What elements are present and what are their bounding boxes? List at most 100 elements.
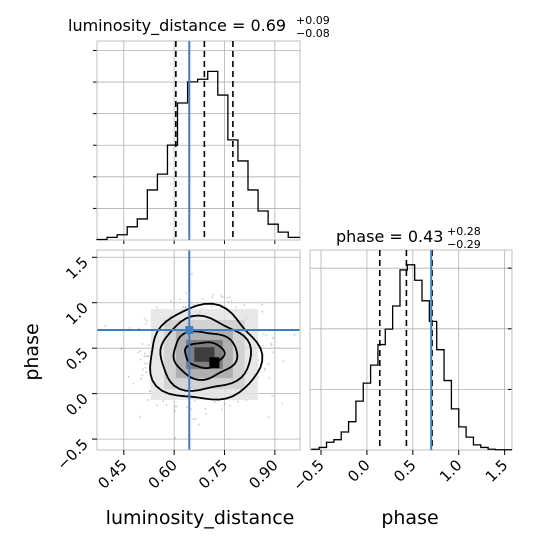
tick-label-luminosity-0: 0.45 [94,456,130,492]
sample-point [162,399,165,402]
sample-point [143,362,146,365]
sample-point [227,300,230,303]
sample-point [139,350,142,353]
histogram-panel-phase: −0.5 0.0 0.5 1.0 1.5 [289,249,513,495]
tick-label-phase-y-1: 0.0 [62,390,92,420]
tick-label-phase-x-1: 0.0 [344,456,374,486]
sample-point [143,352,146,355]
ylabel-phase: phase [21,323,43,380]
sample-point [147,355,150,358]
xlabel-luminosity-distance: luminosity_distance [106,507,295,529]
sample-point [196,301,199,304]
sample-point [174,405,177,408]
title-luminosity-distance-minus: −0.08 [296,27,330,40]
sample-point [155,404,158,407]
sample-point [144,322,147,325]
contour-2 [159,314,252,392]
sample-point [190,408,193,411]
sample-point [263,367,266,370]
sample-point [267,363,270,366]
sample-point [282,360,285,363]
sample-point [146,355,149,358]
sample-point [104,325,107,328]
sample-point [127,375,130,378]
sample-point [137,327,140,330]
sample-point [141,343,144,346]
sample-point [143,317,146,320]
sample-point [220,294,223,297]
sample-point [211,296,214,299]
tick-label-phase-y-4: 1.5 [62,253,92,283]
sample-point [235,306,238,309]
sample-point [205,412,208,415]
sample-point [272,337,275,340]
sample-point [228,296,231,299]
title-luminosity-distance-plus: +0.09 [296,14,330,27]
sample-point [267,416,270,419]
sample-point [210,305,213,308]
title-phase-plus: +0.28 [447,225,481,238]
sample-point [155,306,158,309]
tick-label-phase-x-2: 0.5 [390,456,420,486]
contour-1 [172,330,239,381]
sample-point [186,405,189,408]
sample-point [261,303,264,306]
sample-point [128,326,131,329]
sample-point [270,344,273,347]
sample-point [173,410,176,413]
sample-point [190,301,193,304]
sample-point [230,299,233,302]
scatter-density-panel: 0.45 0.60 0.75 0.90 −0.5 0.0 0.5 1.0 1.5 [53,249,301,492]
sample-point [139,358,142,361]
sample-point [281,402,284,405]
sample-point [174,436,177,439]
panel-frame-phase [309,249,513,451]
sample-point [226,296,229,299]
sample-point [223,403,226,406]
sample-point [271,351,274,354]
tick-label-phase-x-4: 1.5 [482,456,512,486]
tick-label-phase-y-3: 1.0 [62,299,92,329]
sample-point [192,303,195,306]
sample-point [120,347,123,350]
histogram-phase [311,264,512,451]
histogram-panel-luminosity-distance [93,40,301,244]
histogram-luminosity-distance [96,70,300,241]
title-luminosity-distance: luminosity_distance = 0.69 [68,16,286,36]
sample-point [190,273,193,276]
sample-point [194,417,197,420]
sample-point [149,390,152,393]
sample-point [178,298,181,301]
sample-point [182,306,185,309]
sample-point [185,306,188,309]
sample-point [149,389,152,392]
density-peak [209,357,220,369]
truth-marker [185,326,194,334]
sample-point [197,423,200,426]
sample-point [145,319,148,322]
sample-point [261,344,264,347]
sample-point [132,382,135,385]
sample-point [147,344,150,347]
sample-point [145,355,148,358]
sample-point [213,401,216,404]
sample-point [262,333,265,336]
contour-3 [149,302,264,401]
sample-point [143,355,146,358]
sample-point [221,296,224,299]
title-phase-minus: −0.29 [447,238,481,251]
sample-point [141,374,144,377]
tick-label-phase-y-2: 0.5 [62,344,92,374]
sample-point [201,298,204,301]
sample-point [229,404,232,407]
sample-point [145,371,148,374]
sample-point [265,334,268,337]
sample-point [192,418,195,421]
sample-point [212,293,215,296]
sample-point [146,398,149,401]
xlabel-phase: phase [381,507,438,529]
tick-label-phase-x-0: −0.5 [289,456,327,494]
sample-point [144,366,147,369]
sample-point [261,310,264,313]
sample-point [271,394,274,397]
